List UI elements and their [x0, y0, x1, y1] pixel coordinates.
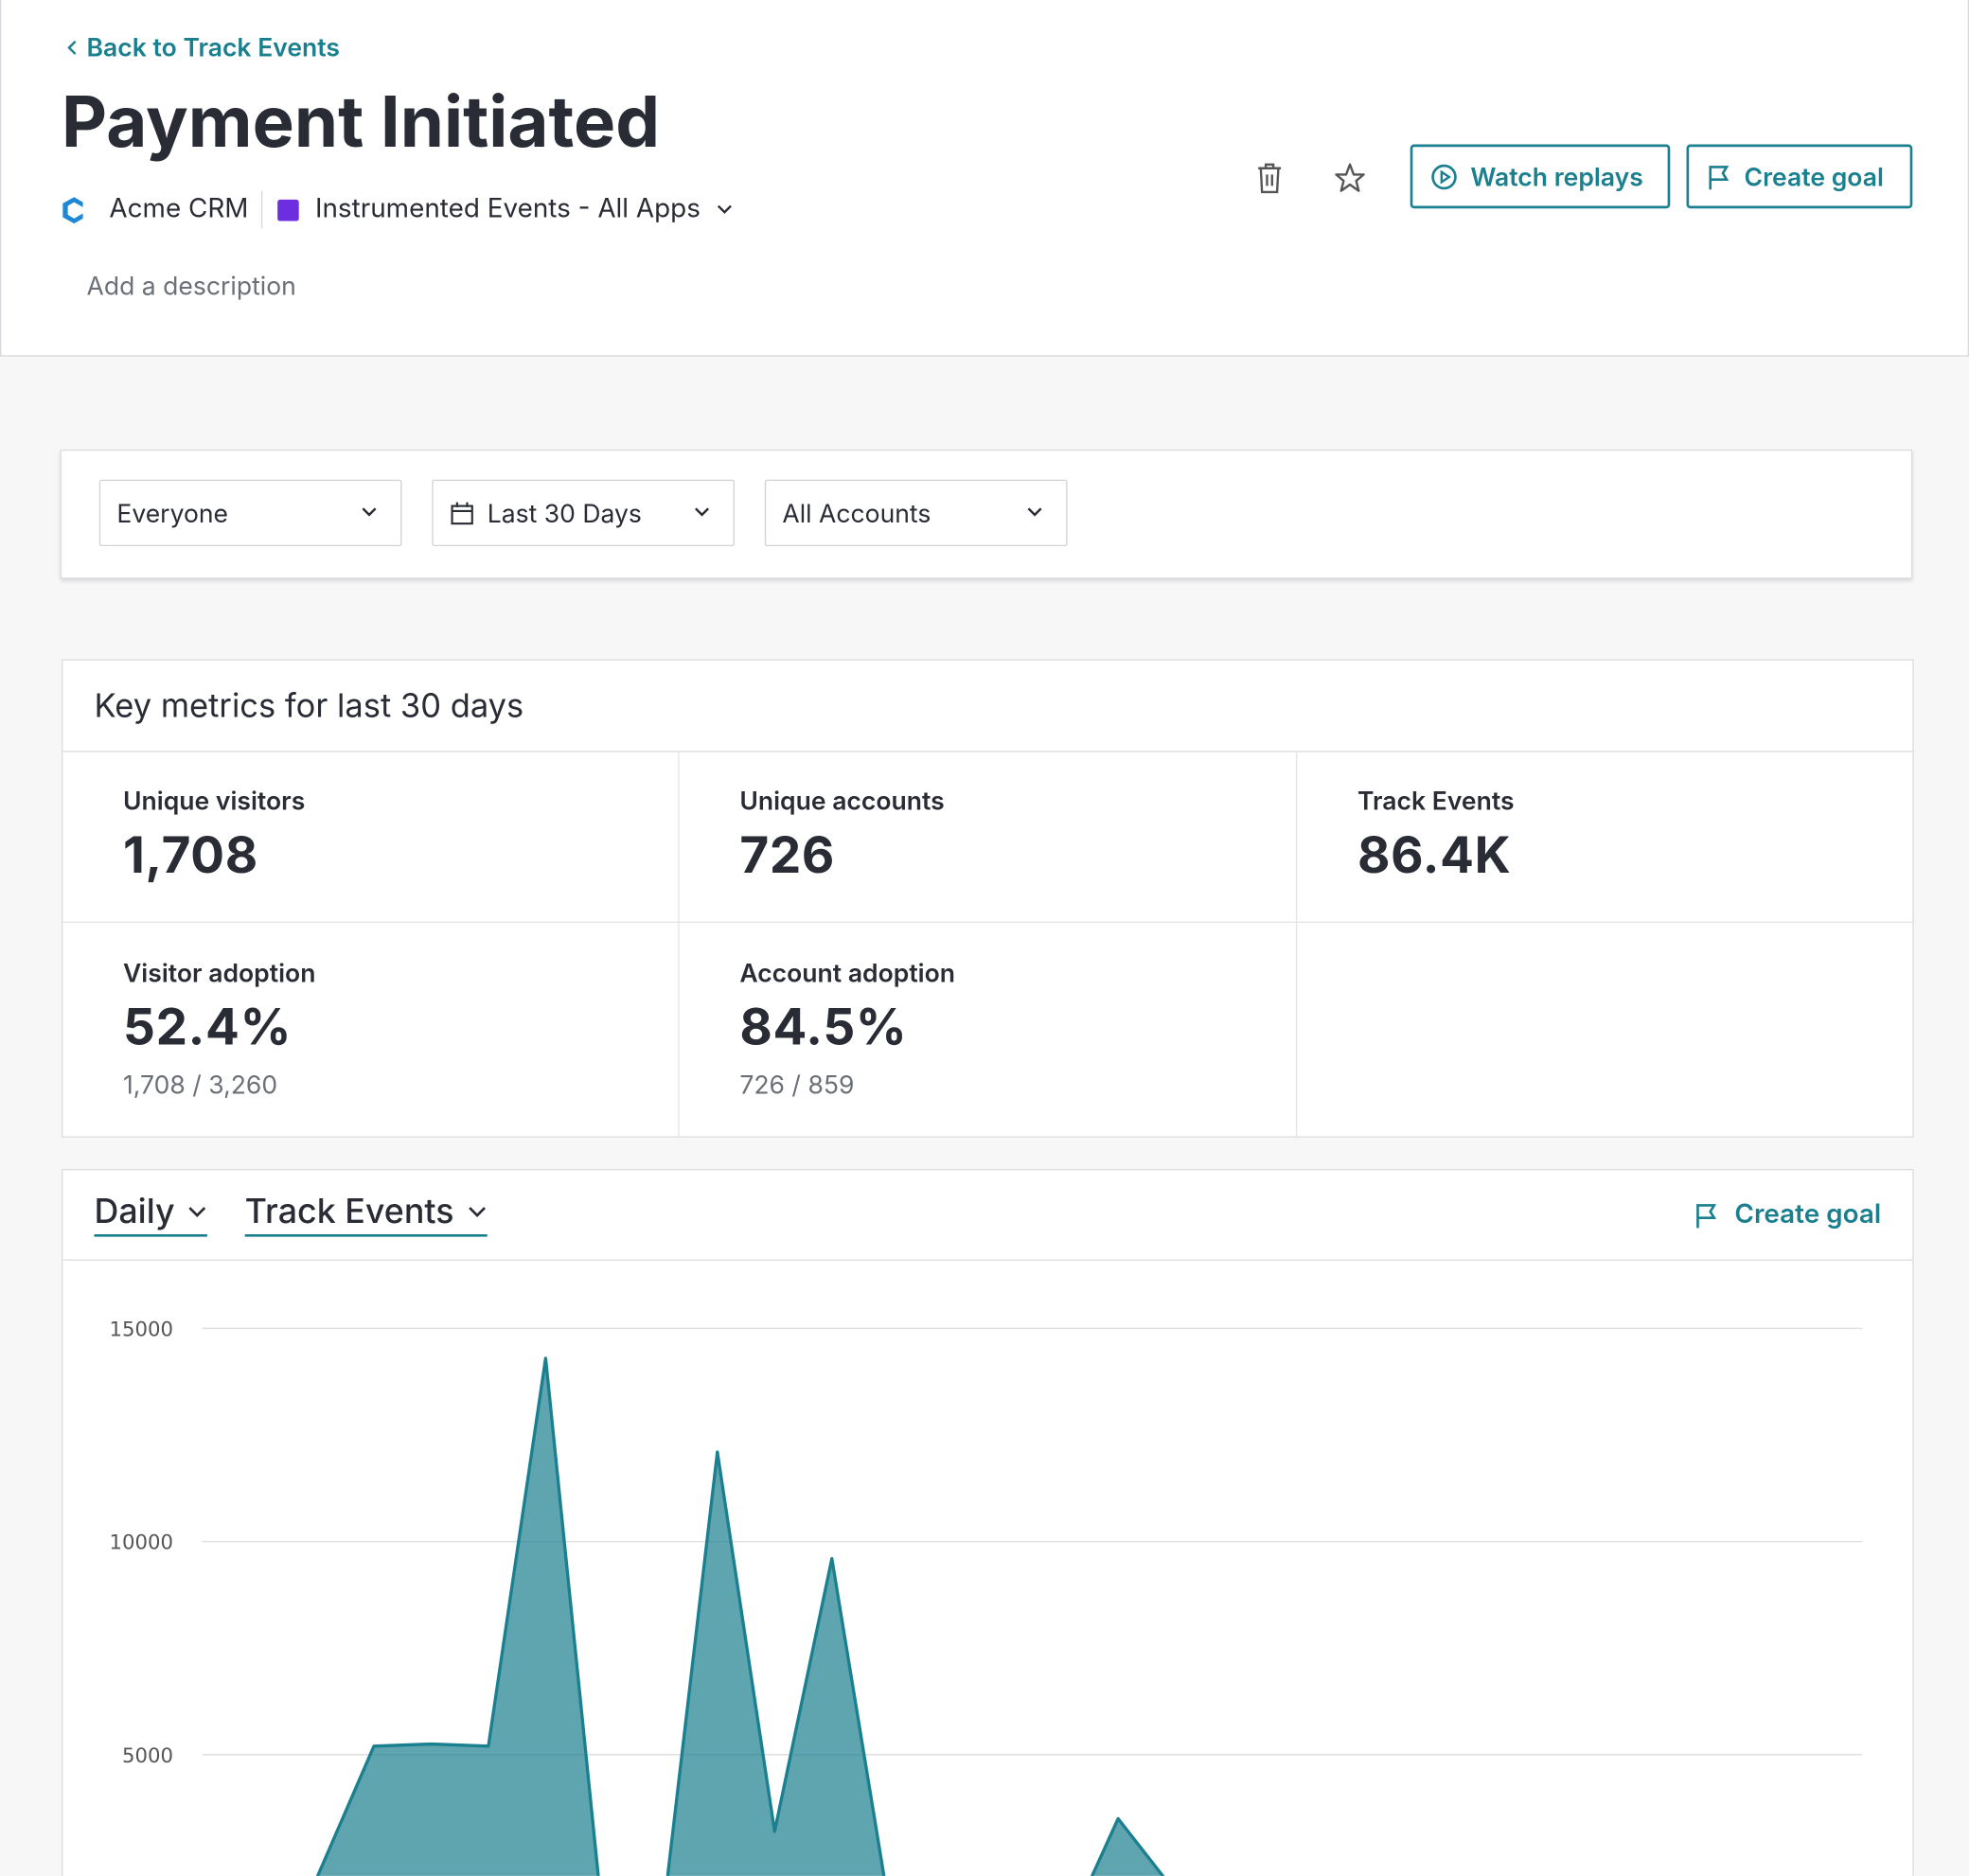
date-dropdown[interactable]: Last 30 Days: [432, 479, 736, 547]
metric-label: Unique visitors: [123, 786, 306, 817]
play-icon: [1431, 164, 1457, 189]
description-input[interactable]: Add a description: [86, 271, 296, 302]
metric-value: 84.5%: [739, 995, 908, 1057]
back-link[interactable]: Back to Track Events: [66, 32, 340, 62]
chevron: [188, 1206, 206, 1217]
back-link-text[interactable]: Back to Track Events: [86, 32, 341, 63]
y-tick-label: 10000: [110, 1531, 174, 1555]
interval-selector[interactable]: Daily: [94, 1190, 208, 1237]
app-logo: [62, 197, 83, 224]
create-goal-button[interactable]: Create goal: [1686, 144, 1913, 209]
metric-label: Track Events: [1357, 786, 1515, 817]
metric-detail: 726 / 859: [739, 1070, 855, 1101]
delete-button[interactable]: [1256, 162, 1284, 194]
page-header: Back to Track Events Payment Initiated A…: [0, 0, 1969, 357]
dropdown-label[interactable]: Everyone: [116, 497, 229, 528]
metric-label: Unique accounts: [739, 786, 945, 817]
account-dropdown[interactable]: All Accounts: [764, 479, 1068, 547]
interval-label[interactable]: Daily: [94, 1190, 175, 1232]
source-selector[interactable]: Instrumented Events - All Apps: [315, 193, 733, 224]
metric-cell: Visitor adoption 52.4% 1,708 / 3,260: [62, 923, 680, 1137]
create-goal-link[interactable]: Create goal: [1694, 1199, 1881, 1230]
metric-label: Account adoption: [739, 958, 956, 988]
app-name[interactable]: Acme CRM: [109, 193, 249, 225]
chevron: [1027, 507, 1042, 517]
divider: [62, 751, 1913, 752]
calendar-icon: [451, 501, 473, 524]
y-tick-label: 5000: [122, 1744, 173, 1768]
chevron: [362, 507, 377, 517]
chevron: [468, 1206, 486, 1217]
metric-cell: Unique accounts 726: [679, 751, 1298, 924]
metrics-title: Key metrics for last 30 days: [94, 686, 524, 726]
source-name[interactable]: Instrumented Events - All Apps: [314, 193, 701, 225]
line: [315, 1356, 1165, 1876]
chart: 5000 10000 15000: [110, 1318, 1863, 1876]
divider: [62, 1259, 1913, 1261]
source-swatch: [277, 199, 299, 221]
flag-icon: [1696, 1203, 1717, 1228]
y-tick-label: 15000: [110, 1318, 174, 1341]
metric-selector[interactable]: Track Events: [244, 1190, 488, 1237]
metric-cell: [1297, 923, 1912, 1137]
page-title: Payment Initiated: [62, 79, 661, 165]
metric-value: 1,708: [123, 823, 258, 886]
chevron: [695, 507, 710, 517]
metrics-card: Key metrics for last 30 days Unique visi…: [62, 659, 1914, 1138]
flag-icon: [1709, 165, 1730, 189]
chevron: [717, 204, 732, 214]
watch-replays-button[interactable]: Watch replays: [1410, 144, 1671, 209]
dropdown-label[interactable]: Last 30 Days: [487, 497, 642, 528]
dropdown-label[interactable]: All Accounts: [782, 497, 931, 528]
area: [317, 1357, 1163, 1876]
metric-value: 86.4K: [1357, 823, 1512, 886]
metric-cell: Track Events 86.4K: [1297, 751, 1913, 924]
favorite-button[interactable]: [1334, 162, 1366, 194]
metric-value: 52.4%: [123, 995, 293, 1057]
back-icon: [67, 40, 77, 55]
metric-label[interactable]: Track Events: [244, 1190, 454, 1232]
metric-detail: 1,708 / 3,260: [123, 1070, 278, 1101]
metric-cell: Unique visitors 1,708: [62, 751, 680, 924]
link-label[interactable]: Create goal: [1734, 1198, 1882, 1231]
filter-bar: Everyone Last 30 Days All Accounts: [60, 449, 1913, 579]
metric-cell: Account adoption 84.5% 726 / 859: [680, 923, 1298, 1137]
metric-value: 726: [739, 823, 836, 886]
metric-label: Visitor adoption: [123, 958, 316, 988]
button-label[interactable]: Watch replays: [1470, 161, 1643, 192]
button-label[interactable]: Create goal: [1744, 161, 1884, 192]
segment-dropdown[interactable]: Everyone: [98, 479, 402, 547]
separator: [260, 190, 263, 229]
